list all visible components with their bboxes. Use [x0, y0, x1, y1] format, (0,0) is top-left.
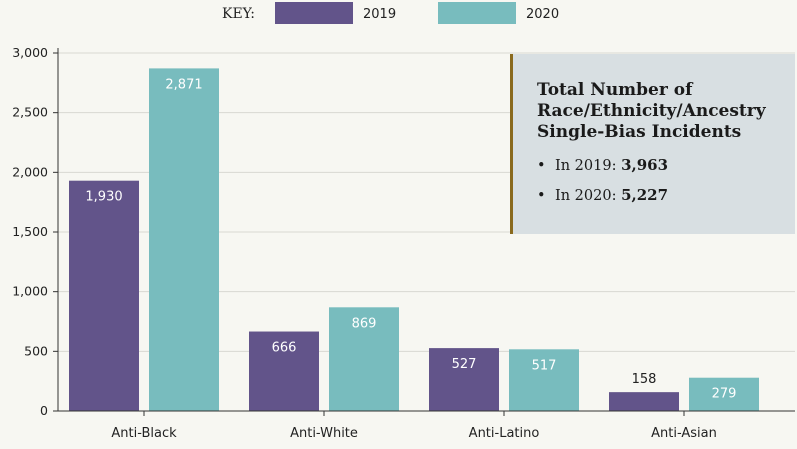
- bar-value-label: 517: [532, 358, 557, 373]
- legend-label: 2019: [363, 7, 396, 22]
- bar-value-label: 869: [352, 316, 377, 331]
- callout-item-label: In 2019:: [555, 158, 617, 174]
- x-category-label: Anti-Black: [111, 426, 177, 441]
- callout-title: Total Number of Race/Ethnicity/Ancestry …: [537, 80, 775, 143]
- callout-item-value: 3,963: [621, 156, 669, 174]
- y-tick-label: 1,500: [12, 224, 48, 239]
- callout-title-line: Total Number of: [537, 80, 693, 100]
- x-category-label: Anti-Asian: [651, 426, 717, 441]
- bar-2020: [509, 349, 579, 411]
- bullet-icon: •: [537, 188, 546, 204]
- bar-2020: [149, 68, 219, 412]
- bar-value-label: 2,871: [165, 77, 202, 92]
- bar-2019: [429, 348, 499, 411]
- y-tick-label: 1,000: [12, 284, 48, 299]
- y-tick-label: 2,000: [12, 164, 48, 179]
- summary-callout-box: Total Number of Race/Ethnicity/Ancestry …: [510, 54, 795, 234]
- bullet-icon: •: [537, 158, 546, 174]
- y-tick-label: 500: [24, 343, 48, 358]
- bar-2019: [69, 180, 139, 411]
- x-category-label: Anti-White: [290, 426, 358, 441]
- y-tick-label: 2,500: [12, 105, 48, 120]
- callout-title-line: Single-Bias Incidents: [537, 122, 742, 142]
- bar-value-label: 158: [632, 372, 657, 387]
- legend-label: 2020: [526, 7, 559, 22]
- bar-value-label: 527: [452, 357, 477, 372]
- y-tick-label: 3,000: [12, 45, 48, 60]
- legend-swatch-2019: [275, 2, 353, 24]
- callout-item-2020: • In 2020: 5,227: [537, 181, 775, 211]
- bar-2020: [329, 307, 399, 411]
- bar-2020: [689, 377, 759, 411]
- bar-value-label: 666: [272, 341, 297, 356]
- y-tick-label: 0: [40, 403, 48, 418]
- callout-item-label: In 2020:: [555, 188, 617, 204]
- callout-item-value: 5,227: [621, 186, 669, 204]
- bar-2019: [609, 392, 679, 411]
- callout-item-2019: • In 2019: 3,963: [537, 151, 775, 181]
- bar-value-label: 1,930: [85, 190, 122, 205]
- bar-2019: [249, 331, 319, 411]
- x-category-label: Anti-Latino: [469, 426, 540, 441]
- legend-swatch-2020: [438, 2, 516, 24]
- legend-key-label: KEY:: [222, 6, 255, 22]
- bar-value-label: 279: [712, 387, 737, 402]
- callout-title-line: Race/Ethnicity/Ancestry: [537, 101, 766, 121]
